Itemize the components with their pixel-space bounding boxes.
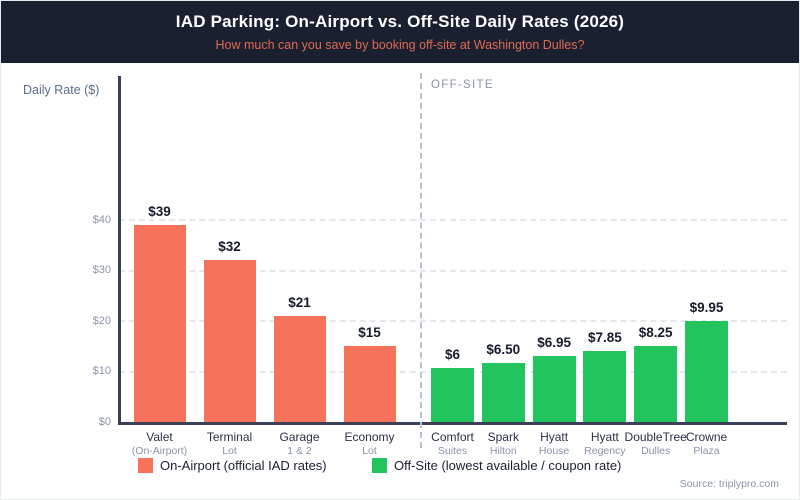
x-category-line1: Economy — [344, 430, 395, 444]
x-category-line2: House — [538, 445, 570, 457]
legend-swatch-on-airport-icon — [138, 457, 153, 473]
x-category-label: Hyatt Regency — [560, 430, 650, 458]
x-category-label: Garage 1 & 2 — [255, 430, 345, 458]
bar-value-label: $21 — [288, 294, 311, 310]
y-tick-label: $40 — [92, 213, 111, 226]
bar-value-label: $32 — [218, 239, 241, 255]
legend-swatch-off-site-icon — [372, 457, 387, 473]
bar-value-label: $7.85 — [587, 330, 622, 346]
chart-area: Daily Rate ($) OFF-SITE $0 $10 $20 $30 $40 $3… — [1, 63, 799, 499]
x-category-line2: Suites — [437, 445, 468, 457]
gridline-$20 — [119, 320, 787, 322]
x-category-line1: Terminal — [206, 430, 253, 444]
x-category-line1: Crowne — [685, 430, 728, 444]
bar-value-label: $8.25 — [638, 325, 673, 341]
bar-value-label: $15 — [358, 325, 381, 341]
bar-crowne — [685, 321, 728, 422]
x-category-label: Crowne Plaza — [662, 430, 752, 458]
x-category-line1: Garage — [279, 430, 320, 444]
y-tick-label: $20 — [92, 314, 111, 327]
source-credit: Source: triplypro.com — [679, 478, 779, 490]
x-category-line1: DoubleTree — [624, 430, 687, 444]
x-category-line1: Comfort — [431, 430, 474, 444]
y-tick-label: $10 — [92, 365, 111, 377]
x-category-label: Economy Lot — [325, 430, 415, 458]
bar-value-label: $39 — [148, 204, 171, 220]
x-category-line2: Lot — [222, 445, 237, 457]
bar-terminal — [203, 260, 256, 422]
bar-valet — [133, 225, 186, 422]
bar-value-label: $6.95 — [537, 334, 571, 350]
legend-label-off-site: Off-Site (lowest available / coupon rate… — [394, 457, 622, 473]
bar-economy — [343, 346, 396, 422]
x-category-label: Terminal Lot — [185, 430, 275, 458]
x-category-line2: Plaza — [693, 445, 720, 457]
header: IAD Parking: On-Airport vs. Off-Site Dai… — [1, 1, 799, 63]
bar-garage — [273, 315, 326, 422]
bar-value-label: $9.95 — [689, 300, 724, 315]
bar-value-label: $6 — [444, 347, 461, 363]
bar-comfort — [431, 368, 474, 422]
x-category-line1: Spark — [487, 430, 519, 444]
bar-hyatt — [532, 355, 576, 422]
x-category-label: Spark Hilton — [458, 430, 548, 458]
gridline-$30 — [119, 269, 787, 272]
x-category-line2: Lot — [362, 445, 377, 457]
x-category-label: DoubleTree Dulles — [611, 430, 701, 458]
bar-spark — [481, 363, 525, 422]
legend: On-Airport (official IAD rates) Off-Site… — [1, 457, 799, 475]
legend-item-off-site: Off-Site (lowest available / coupon rate… — [372, 457, 621, 473]
y-tick-label: $0 — [98, 415, 111, 428]
x-category-line2: Hilton — [489, 445, 517, 457]
x-category-line2: Regency — [584, 445, 626, 457]
legend-item-on-airport: On-Airport (official IAD rates) — [138, 457, 327, 473]
bar-value-label: $6.50 — [486, 342, 521, 358]
gridline-$40 — [119, 219, 787, 221]
offsite-section-label: OFF-SITE — [431, 79, 494, 91]
chart-subtitle: How much can you save by booking off-sit… — [215, 38, 585, 52]
legend-label-on-airport: On-Airport (official IAD rates) — [160, 457, 327, 473]
chart-title: IAD Parking: On-Airport vs. Off-Site Dai… — [175, 12, 625, 31]
x-category-line2: 1 & 2 — [287, 445, 312, 457]
x-category-line1: Hyatt — [590, 430, 619, 444]
x-category-line1: Valet — [146, 430, 173, 444]
bar-doubletree — [634, 346, 678, 422]
x-category-label: Comfort Suites — [408, 430, 498, 458]
bar-hyatt — [583, 351, 627, 422]
section-divider-line — [420, 73, 422, 448]
x-category-line2: Dulles — [641, 445, 671, 457]
x-axis-baseline — [118, 422, 787, 425]
x-category-label: Valet (On-Airport) — [115, 430, 205, 458]
y-axis-label: Daily Rate ($) — [23, 83, 100, 97]
x-category-label: Hyatt House — [509, 430, 599, 458]
x-category-line2: (On-Airport) — [131, 445, 188, 457]
y-axis-line — [118, 76, 121, 424]
x-category-line1: Hyatt — [540, 430, 569, 444]
y-tick-label: $30 — [92, 264, 111, 276]
